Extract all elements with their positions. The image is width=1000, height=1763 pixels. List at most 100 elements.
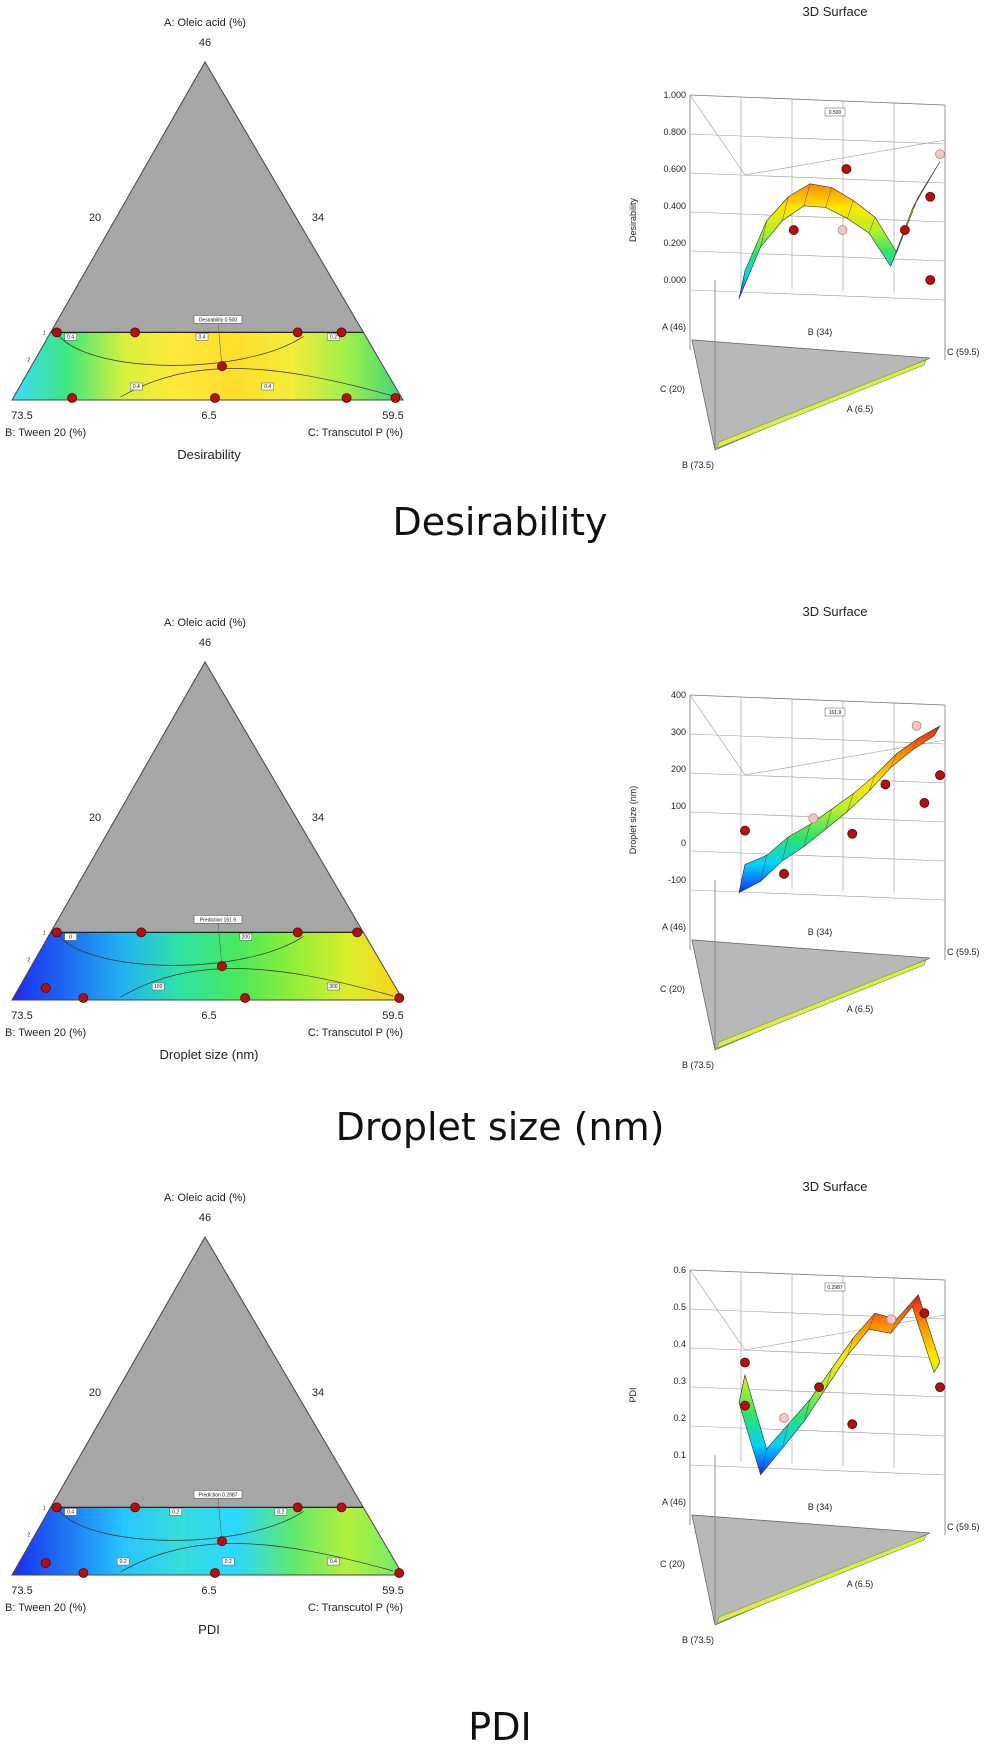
design-point	[40, 983, 51, 993]
edge-tick-right: 34	[312, 212, 324, 224]
z-axis-label: Desirability	[628, 197, 638, 242]
grid-line	[689, 289, 946, 301]
surface-design-point	[788, 225, 799, 235]
floor-label-b34: B (34)	[808, 927, 833, 937]
z-tick: 0.800	[663, 127, 686, 137]
surface-design-point	[740, 1400, 750, 1411]
design-point	[336, 327, 347, 338]
caption-pdi: PDI	[468, 1705, 532, 1749]
z-axis-label: Droplet size (nm)	[628, 786, 638, 855]
design-point	[130, 327, 140, 338]
floor-label-c20: C (20)	[660, 984, 685, 994]
surface-floor	[691, 939, 931, 1051]
contour-label-box	[274, 1508, 288, 1516]
vertex-left-value: 73.5	[11, 410, 32, 422]
contour-line	[120, 1543, 394, 1573]
surface-mesh-line	[825, 809, 832, 830]
edge-tick-right: 34	[312, 1387, 324, 1399]
design-point	[51, 1502, 62, 1513]
vertex-top-value: 46	[199, 637, 211, 649]
ternary-title: PDI	[198, 1622, 220, 1637]
vertex-right-value: 59.5	[382, 1010, 403, 1022]
contour-label: 0.4	[264, 384, 271, 390]
wall-edge	[689, 1269, 946, 1281]
prediction-flag-leader	[217, 923, 223, 967]
edge-tick-left: 20	[89, 1387, 101, 1399]
z-tick: 200	[671, 764, 686, 774]
surface-design-point	[847, 828, 858, 839]
edge-tick-mark: 2	[27, 357, 30, 363]
surface-design-point	[925, 275, 936, 285]
edge-tick-bottom: 6.5	[201, 1585, 216, 1597]
z-tick: 100	[671, 801, 686, 811]
vertex-right-label: C: Transcutol P (%)	[308, 1027, 403, 1039]
z-tick: 0.4	[673, 1339, 686, 1349]
vertex-left-label: B: Tween 20 (%)	[5, 427, 86, 439]
edge-tick-left: 20	[89, 812, 101, 824]
contour-strip	[12, 1507, 403, 1575]
contour-label: 0.2	[172, 1509, 179, 1515]
vertex-top-label: A: Oleic acid (%)	[164, 1192, 246, 1204]
surface-design-point	[837, 225, 848, 235]
contour-line	[120, 368, 394, 398]
panel-pdi: 1 2 0.4 0.2 0.2 0.2 0.2 0.4 Prediction 0.2987 A: …	[0, 1175, 1000, 1755]
design-point	[292, 927, 303, 938]
floor-label-b735: B (73.5)	[682, 1635, 714, 1645]
surface-flag: 0.500	[829, 110, 842, 116]
contour-label-box	[116, 1557, 130, 1566]
prediction-point	[217, 961, 227, 972]
contour-line	[58, 1510, 304, 1541]
contour-label: 0.4	[199, 334, 206, 340]
floor-label-c595: C (59.5)	[947, 1522, 980, 1532]
z-tick: 0	[681, 838, 686, 848]
contour-label-box	[130, 382, 143, 391]
surface-mesh-line	[847, 793, 854, 812]
surface-title: 3D Surface	[802, 4, 867, 19]
contour-label: 0.4	[67, 334, 74, 340]
contour-label-box	[64, 933, 77, 941]
grid-line	[689, 172, 946, 184]
contour-label-box	[195, 333, 209, 341]
surface-flag-box	[824, 1282, 846, 1292]
contour-line	[120, 968, 394, 998]
edge-tick-mark: 2	[27, 1532, 30, 1538]
surface-mesh-line	[760, 1448, 767, 1475]
z-tick: -100	[668, 875, 686, 885]
surface-mesh-line	[890, 753, 897, 768]
chart-desirability: 1 2 0.4 0.4 0.4 0.4 0.2 Desirability 0.500 A: Ol…	[5, 4, 980, 470]
design-point	[210, 393, 220, 403]
caption-desirability: Desirability	[392, 500, 608, 544]
surface-mesh-line	[760, 220, 767, 247]
surface-design-point	[880, 779, 891, 790]
surface-mesh-line	[912, 196, 919, 209]
prediction-point	[217, 1536, 227, 1547]
grid-line	[689, 133, 946, 145]
z-tick: 0.600	[663, 164, 686, 174]
prediction-flag: Desirability 0.500	[199, 317, 238, 323]
prediction-flag-leader	[217, 1498, 223, 1542]
z-axis-label: PDI	[628, 1387, 638, 1402]
design-point	[336, 1502, 347, 1513]
contour-label: 0.4	[133, 384, 140, 390]
design-point	[292, 327, 303, 338]
ternary-outline	[11, 61, 404, 401]
ternary-background	[12, 662, 403, 1000]
edge-tick-mark: 1	[43, 330, 46, 336]
contour-strip	[12, 932, 403, 1000]
surface-design-point	[911, 720, 922, 731]
surface-design-point	[841, 164, 852, 174]
surface-floor-strip	[716, 359, 927, 449]
design-point	[240, 993, 250, 1003]
contour-label-box	[222, 1557, 235, 1566]
surface-floor-strip	[716, 959, 927, 1049]
surface-mesh-line	[912, 1294, 919, 1307]
contour-label-box	[239, 933, 253, 941]
vertex-right-label: C: Transcutol P (%)	[308, 1602, 403, 1614]
surface-design-point	[886, 1314, 897, 1325]
contour-line	[58, 335, 304, 366]
vertex-left-label: B: Tween 20 (%)	[5, 1602, 86, 1614]
surface-mesh-line	[782, 1424, 789, 1449]
z-tick: 1.000	[663, 90, 686, 100]
surface-design-point	[779, 1413, 789, 1423]
floor-label-a46: A (46)	[662, 1497, 686, 1507]
